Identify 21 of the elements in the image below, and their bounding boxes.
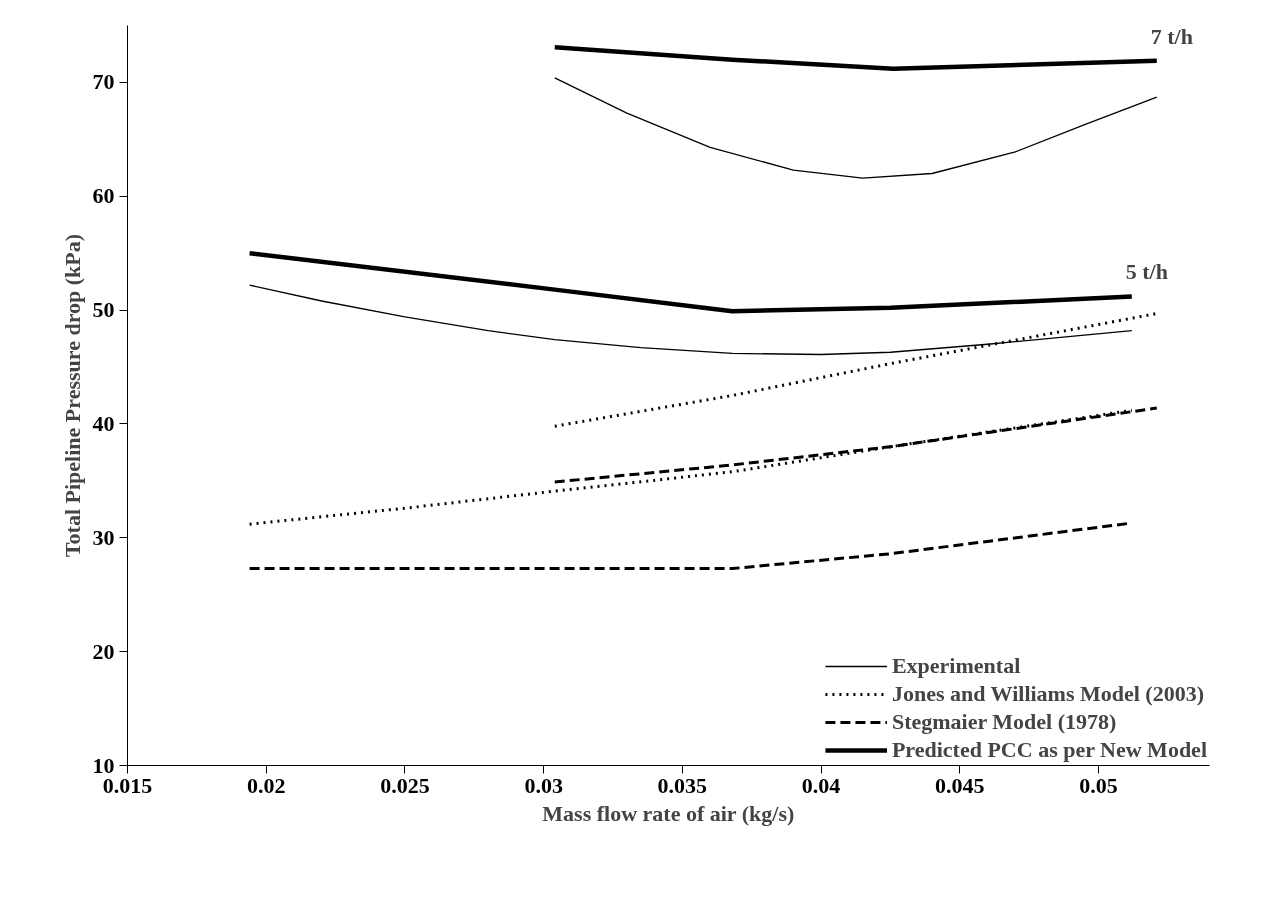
y-tick-label: 70	[92, 69, 115, 95]
x-tick-label: 0.045	[935, 772, 985, 798]
legend-label: Jones and Williams Model (2003)	[891, 681, 1205, 707]
legend-label: Predicted PCC as per New Model	[891, 737, 1207, 763]
x-axis-title: Mass flow rate of air (kg/s)	[542, 800, 795, 826]
y-axis-title: Total Pipeline Pressure drop (kPa)	[59, 233, 85, 558]
x-tick-label: 0.03	[524, 772, 563, 798]
legend-label: Experimental	[891, 653, 1021, 679]
y-tick-label: 60	[92, 183, 115, 209]
x-tick-label: 0.05	[1079, 772, 1118, 798]
annotation: 5 t/h	[1125, 259, 1168, 285]
x-tick-label: 0.025	[380, 772, 430, 798]
x-tick-label: 0.02	[246, 772, 286, 798]
y-tick-label: 50	[92, 297, 115, 323]
y-tick-label: 40	[92, 410, 115, 436]
x-tick-label: 0.035	[657, 772, 708, 798]
annotation: 7 t/h	[1150, 23, 1193, 49]
x-tick-label: 0.04	[801, 772, 841, 798]
y-tick-label: 20	[92, 638, 115, 664]
y-tick-label: 30	[92, 524, 115, 550]
legend-label: Stegmaier Model (1978)	[891, 709, 1117, 735]
